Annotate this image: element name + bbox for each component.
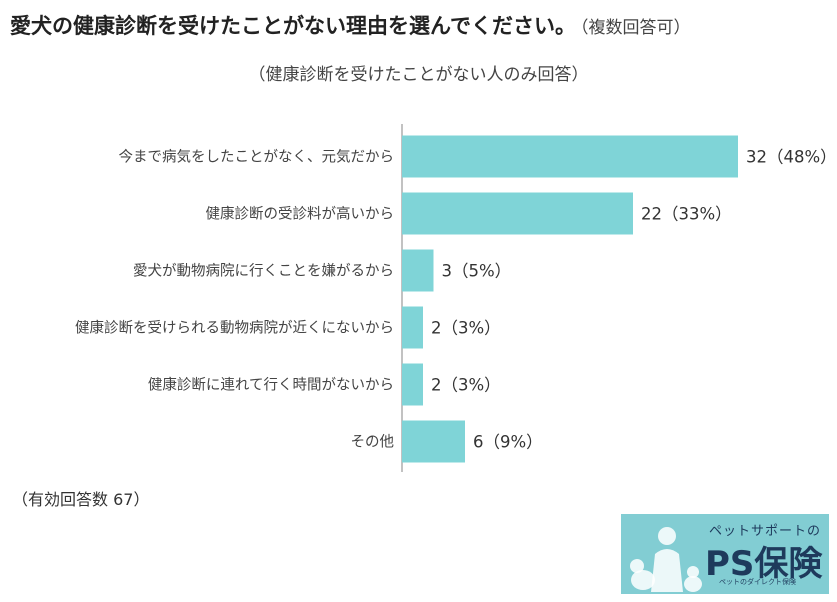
chart-title-note: （複数回答可） (579, 18, 691, 38)
data-label: 2（3%） (431, 319, 501, 338)
response-count-note: （有効回答数 67） (12, 490, 150, 509)
bar (402, 135, 738, 178)
chart-title-block: 愛犬の健康診断を受けたことがない理由を選んでください。 （複数回答可） (10, 10, 690, 40)
logo-tagline: ペットサポートの (709, 524, 822, 539)
data-label: 32（48%） (746, 148, 837, 167)
category-label: 健康診断に連れて行く時間がないから (148, 377, 394, 394)
logo-brand: PS保険 (705, 544, 823, 584)
chart-title: 愛犬の健康診断を受けたことがない理由を選んでください。 (10, 14, 576, 38)
data-label: 3（5%） (442, 262, 512, 281)
category-label: 今まで病気をしたことがなく、元気だから (119, 149, 395, 166)
logo-subtext: ペットのダイレクト保険 (719, 578, 796, 586)
pet-silhouette-icon (630, 527, 702, 592)
category-label: 健康診断の受診料が高いから (206, 206, 395, 223)
bar (402, 306, 423, 349)
data-label: 22（33%） (641, 205, 732, 224)
bar (402, 192, 633, 235)
bar-chart: 今まで病気をしたことがなく、元気だから 32（48%） 健康診断の受診料が高いから 2… (75, 124, 837, 472)
category-label: 健康診断を受けられる動物病院が近くにないから (75, 320, 394, 337)
category-label: 愛犬が動物病院に行くことを嫌がるから (133, 263, 394, 280)
bar (402, 363, 423, 406)
data-label: 6（9%） (473, 433, 543, 452)
bar (402, 249, 434, 292)
data-label: 2（3%） (431, 376, 501, 395)
bar (402, 420, 465, 463)
category-label: その他 (351, 434, 395, 451)
chart-subtitle: （健康診断を受けたことがない人のみ回答） (248, 65, 589, 85)
ps-insurance-logo: ペットサポートの PS保険 ペットのダイレクト保険 (621, 514, 829, 594)
